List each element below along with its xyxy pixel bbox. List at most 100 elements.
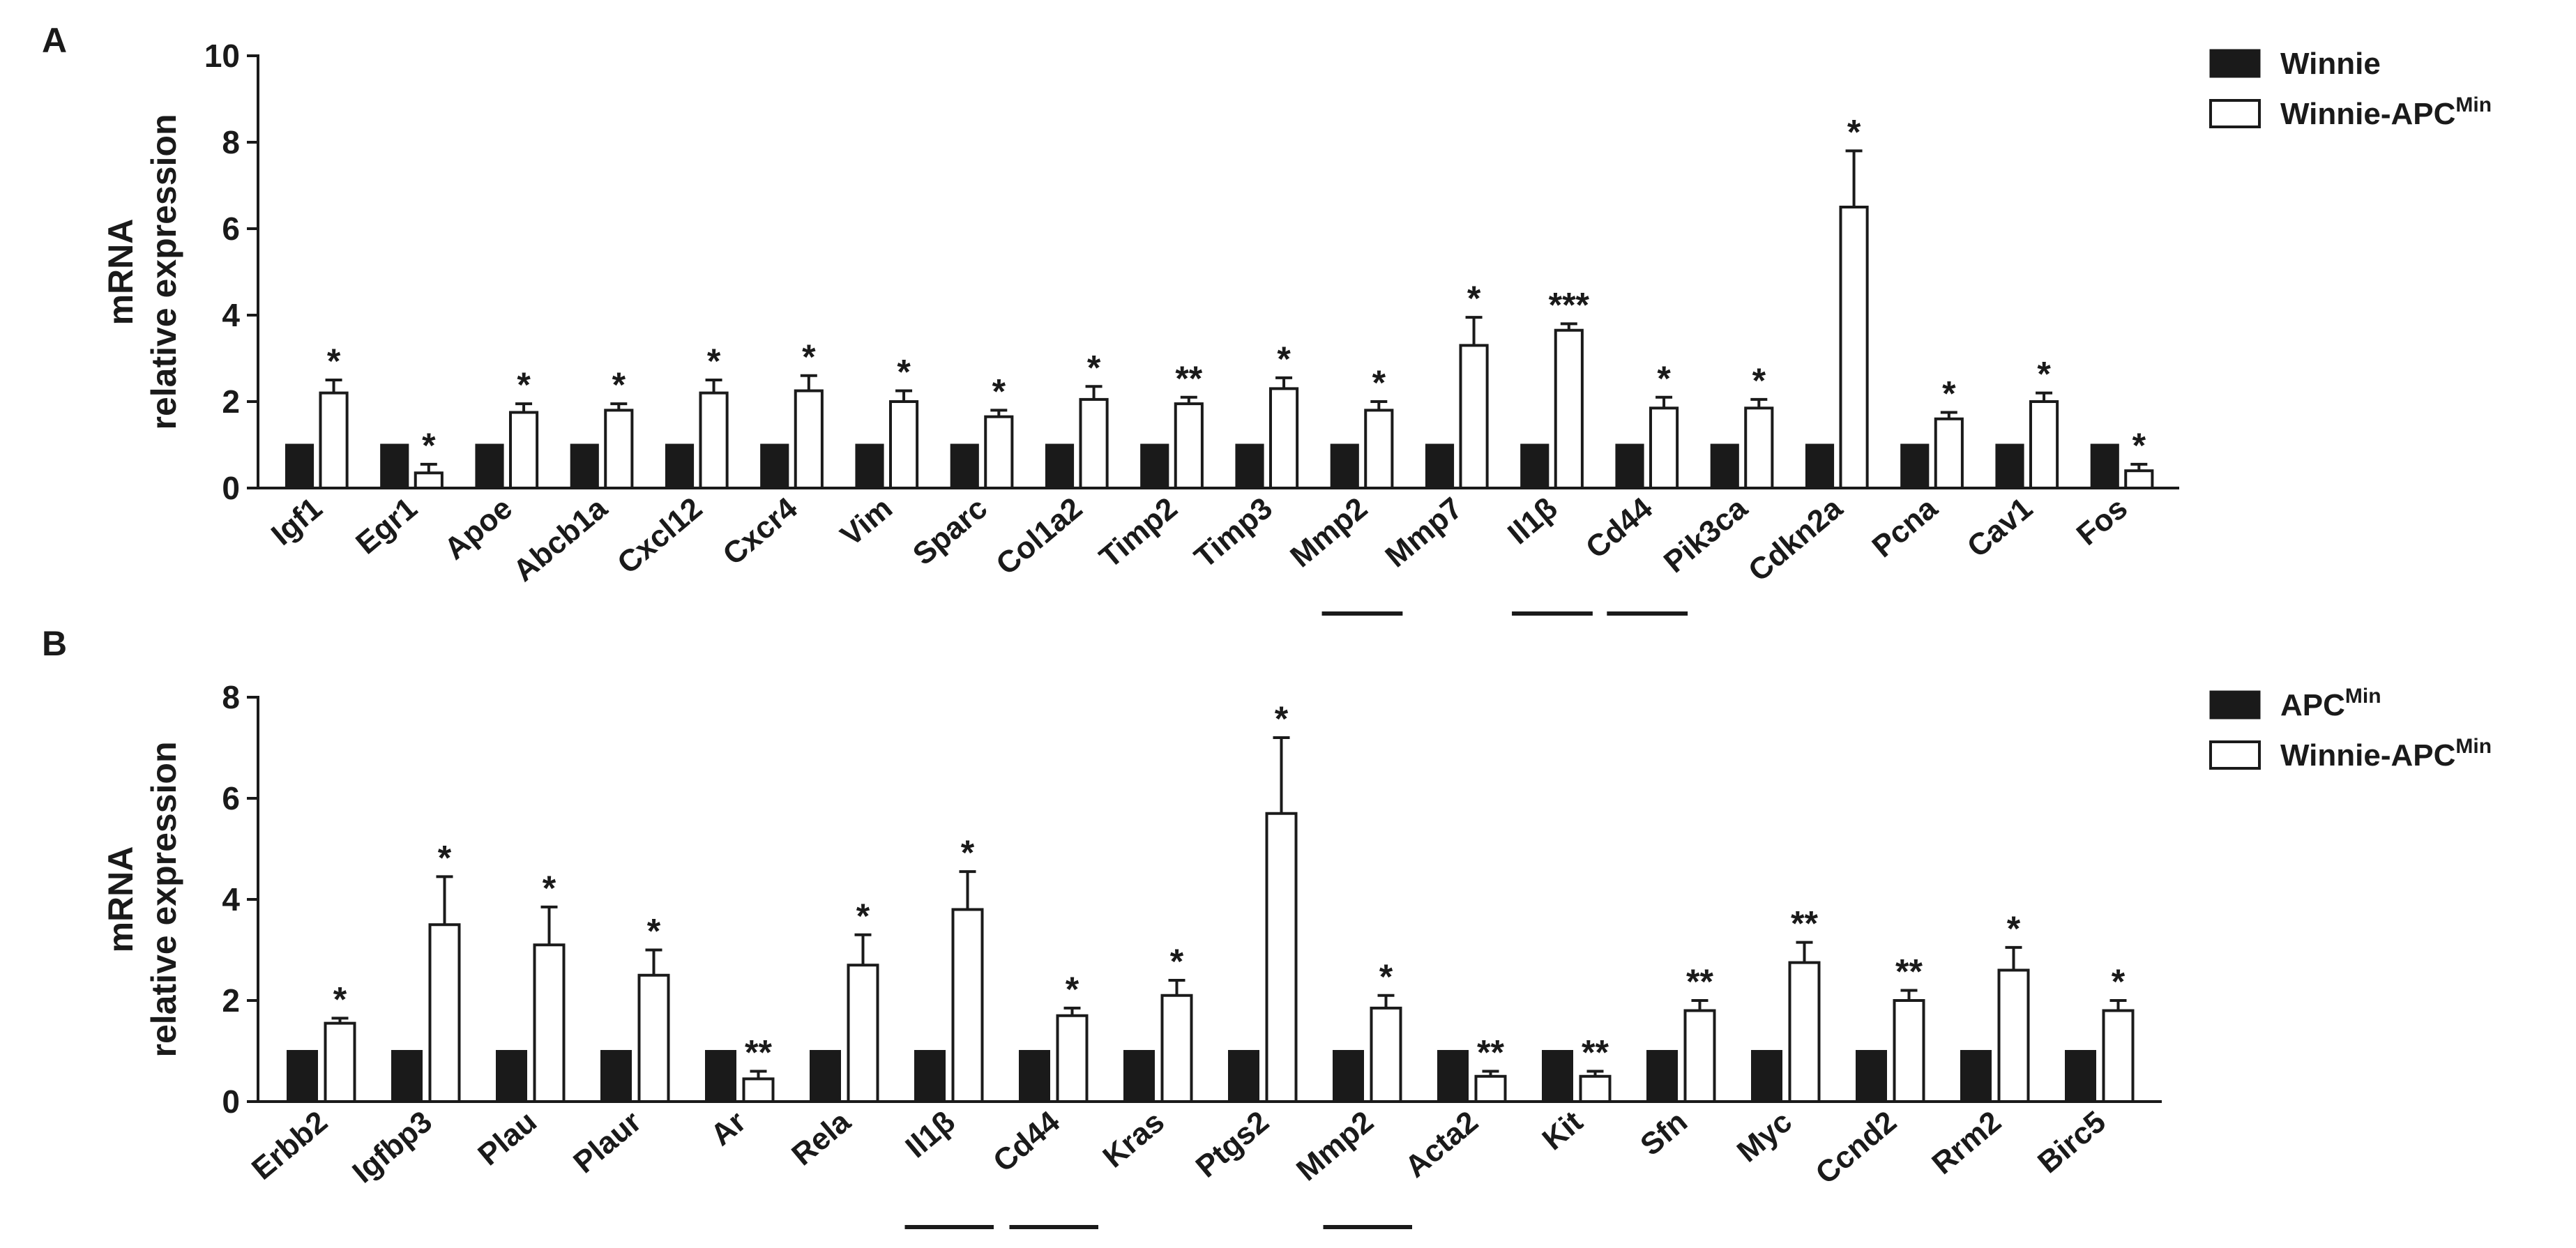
bar-winnie-apcmin-3 xyxy=(604,409,634,490)
legend-swatch xyxy=(2209,740,2261,770)
legend-label: Winnie-APCMin xyxy=(2280,735,2492,773)
bar-winnie-apcmin-12 xyxy=(1459,344,1489,489)
bar-winnie-apcmin-8 xyxy=(1160,994,1193,1103)
bar-winnie-apcmin-10 xyxy=(1370,1006,1402,1103)
significance-marker: * xyxy=(2037,355,2051,394)
legend-swatch xyxy=(2209,99,2261,128)
bar-winnie-apcmin-4 xyxy=(742,1077,775,1103)
x-tick-label: Plaur xyxy=(567,1104,648,1180)
bar-winnie-apcmin-6 xyxy=(951,908,984,1103)
y-axis-label: relative expression xyxy=(144,114,183,429)
significance-marker: * xyxy=(1170,942,1184,981)
significance-marker: * xyxy=(422,426,436,465)
x-tick-label: Mmp7 xyxy=(1379,491,1469,574)
bar-winnie-apcmin-17 xyxy=(2102,1009,2135,1103)
legend-label-name: APC xyxy=(2280,688,2345,722)
significance-marker: * xyxy=(543,869,556,908)
significance-marker: * xyxy=(612,365,626,404)
x-tick-label: Col1a2 xyxy=(990,491,1089,581)
bar-winnie-apcmin-1 xyxy=(414,471,444,489)
bar-winnie-apcmin-5 xyxy=(794,389,824,489)
bar-winnie-apcmin-8 xyxy=(1079,397,1109,490)
significance-marker: * xyxy=(1752,361,1766,400)
bar-winnie-apcmin-9 xyxy=(1265,812,1298,1103)
x-tick-label: Erbb2 xyxy=(245,1104,334,1187)
y-tick-label: 8 xyxy=(222,124,240,160)
legend-swatch xyxy=(2209,49,2261,78)
bar-winnie-18 xyxy=(1995,443,2024,489)
x-tick-label: Ar xyxy=(704,1104,752,1152)
x-tick-label: Timp2 xyxy=(1093,491,1183,574)
significance-marker: * xyxy=(961,833,975,872)
significance-marker: * xyxy=(438,838,452,877)
significance-marker: * xyxy=(517,365,531,404)
legend-label-name: Winnie-APC xyxy=(2280,97,2455,131)
significance-marker: * xyxy=(707,342,721,381)
bar-winnie-apcmin-15 xyxy=(1893,999,1925,1103)
bar-winnie-13 xyxy=(1520,443,1550,489)
x-tick-label: Pcna xyxy=(1866,491,1944,564)
x-tick-label: Il1β xyxy=(1501,491,1564,551)
x-tick-label: Abcb1a xyxy=(507,491,614,588)
y-tick-label: 6 xyxy=(222,211,240,247)
bar-winnie-4 xyxy=(665,443,695,489)
y-axis-label: relative expression xyxy=(144,741,183,1057)
legend-label: APCMin xyxy=(2280,685,2381,722)
significance-marker: * xyxy=(856,897,870,936)
bar-winnie-apcmin-11 xyxy=(1364,409,1394,490)
x-tick-label: Apoe xyxy=(438,491,519,566)
bar-winnie-5 xyxy=(760,443,789,489)
x-tick-label: Plau xyxy=(471,1104,543,1172)
significance-marker: * xyxy=(2112,962,2126,1001)
x-tick-label: Egr1 xyxy=(349,491,423,561)
legend-label-superscript: Min xyxy=(2345,685,2381,708)
x-tick-label: Mmp2 xyxy=(1290,1104,1380,1187)
y-tick-label: 10 xyxy=(204,38,240,74)
bar-apc-5 xyxy=(810,1050,841,1103)
x-tick-label: Rela xyxy=(785,1104,857,1173)
bar-apc-2 xyxy=(496,1050,527,1103)
significance-marker: * xyxy=(897,353,911,392)
bar-apc-13 xyxy=(1646,1050,1678,1103)
significance-marker: * xyxy=(1087,348,1101,387)
bar-winnie-apcmin-15 xyxy=(1744,406,1774,489)
bar-winnie-17 xyxy=(1900,443,1930,489)
significance-marker: * xyxy=(992,372,1006,411)
x-tick-label: Kras xyxy=(1096,1104,1170,1174)
bar-winnie-apcmin-18 xyxy=(2029,400,2059,489)
x-tick-label: Birc5 xyxy=(2031,1104,2112,1180)
x-tick-label: Kit xyxy=(1536,1104,1589,1157)
x-tick-label: Il1β xyxy=(899,1104,962,1164)
bar-apc-15 xyxy=(1856,1050,1887,1103)
significance-marker: * xyxy=(1847,112,1861,151)
significance-marker: * xyxy=(1275,699,1289,738)
significance-marker: ** xyxy=(1582,1033,1609,1072)
x-tick-label: Cd44 xyxy=(987,1104,1066,1179)
y-tick-label: 4 xyxy=(222,881,240,918)
bar-apc-3 xyxy=(600,1050,632,1103)
bar-winnie-apcmin-7 xyxy=(984,415,1014,490)
bar-apc-14 xyxy=(1751,1050,1782,1103)
bar-winnie-apcmin-1 xyxy=(428,923,461,1103)
y-axis-label: mRNA xyxy=(101,846,140,953)
bar-apc-0 xyxy=(287,1050,318,1103)
bar-winnie-apcmin-7 xyxy=(1056,1014,1089,1103)
x-tick-label: Ccnd2 xyxy=(1809,1104,1903,1191)
bar-apc-4 xyxy=(705,1050,736,1103)
bar-winnie-14 xyxy=(1615,443,1644,489)
bar-winnie-apcmin-17 xyxy=(1934,417,1964,489)
bar-winnie-apcmin-6 xyxy=(888,400,919,489)
bar-winnie-apcmin-11 xyxy=(1474,1074,1507,1103)
x-tick-label: Igf1 xyxy=(265,491,328,552)
bar-winnie-9 xyxy=(1140,443,1169,489)
bar-winnie-11 xyxy=(1330,443,1359,489)
bar-winnie-apcmin-12 xyxy=(1579,1074,1612,1103)
x-tick-label: Mmp2 xyxy=(1284,491,1374,574)
bar-winnie-apcmin-3 xyxy=(637,973,670,1103)
bar-winnie-apcmin-16 xyxy=(1997,968,2030,1103)
bar-winnie-apcmin-10 xyxy=(1268,387,1299,490)
bar-apc-1 xyxy=(391,1050,423,1103)
bar-apc-6 xyxy=(914,1050,946,1103)
bar-apc-16 xyxy=(1960,1050,1992,1103)
significance-marker: * xyxy=(1379,957,1393,996)
